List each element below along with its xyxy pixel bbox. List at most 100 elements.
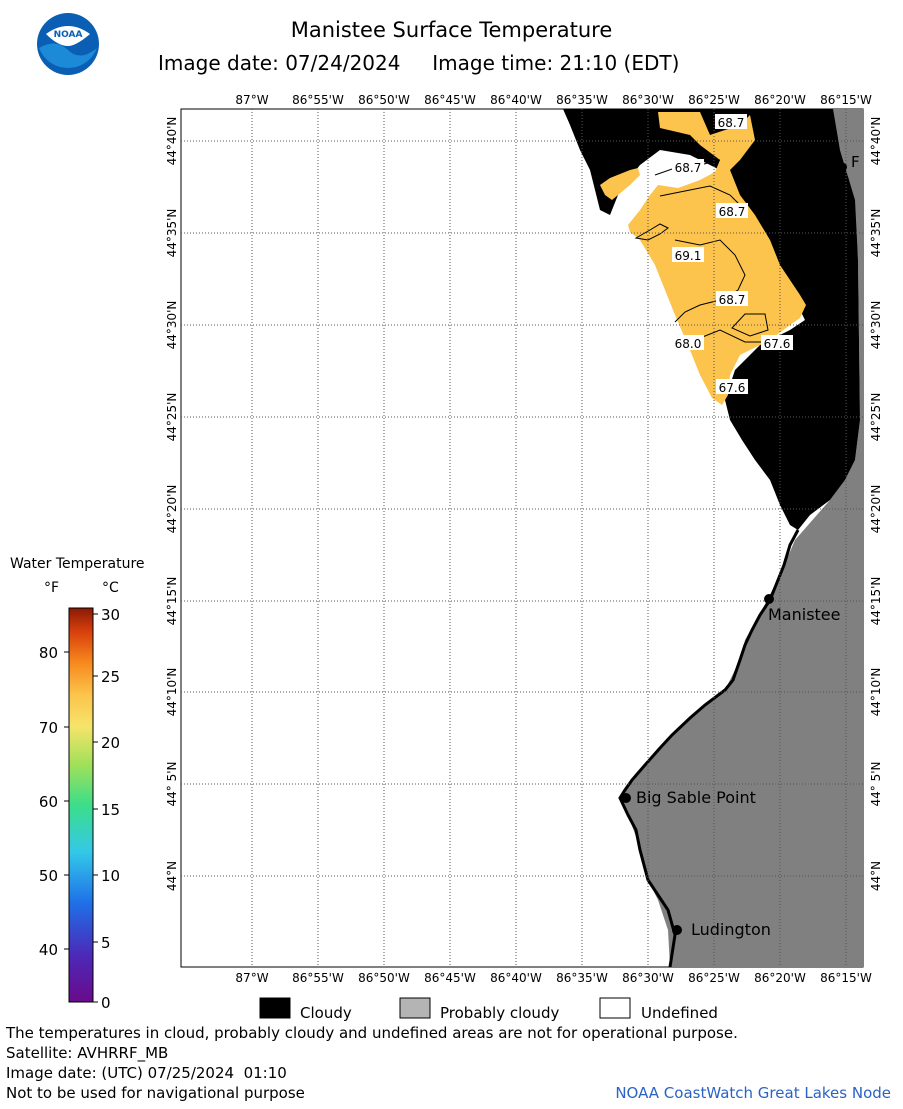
logo-text: NOAA bbox=[54, 30, 83, 40]
lon-labels-top: 87°W 86°55'W 86°50'W 86°45'W 86°40'W 86°35'W 8… bbox=[235, 93, 872, 107]
lon-labels-bottom: 87°W 86°55'W 86°50'W 86°45'W 86°40'W 86°35'W 8… bbox=[235, 971, 872, 985]
fahrenheit-ticks: 80 70 60 50 40 bbox=[39, 644, 69, 959]
legend-cloudy-label: Cloudy bbox=[300, 1004, 352, 1022]
contour-value: 68.7 bbox=[718, 116, 745, 130]
lat-label-right: 44°20'N bbox=[869, 485, 883, 534]
lon-label-top: 87°W bbox=[235, 93, 268, 107]
lon-label-top: 86°15'W bbox=[820, 93, 872, 107]
lon-label-bottom: 86°45'W bbox=[424, 971, 476, 985]
sst-small-patch bbox=[600, 168, 640, 200]
lat-label-right: 44°35'N bbox=[869, 209, 883, 258]
lon-label-top: 86°20'W bbox=[754, 93, 806, 107]
lon-label-bottom: 86°55'W bbox=[292, 971, 344, 985]
celsius-tick: 0 bbox=[101, 994, 111, 1012]
contour-value: 68.7 bbox=[675, 161, 702, 175]
colorbar-gradient bbox=[68, 607, 94, 1003]
shoreline bbox=[618, 529, 800, 968]
celsius-tick: 10 bbox=[101, 867, 120, 885]
map-title: Manistee Surface Temperature bbox=[290, 18, 613, 42]
contours bbox=[634, 159, 770, 343]
lon-label-bottom: 86°25'W bbox=[688, 971, 740, 985]
contour-label: 67.6 bbox=[761, 335, 793, 351]
unit-fahrenheit: °F bbox=[44, 580, 60, 596]
lat-label-left: 44°10'N bbox=[165, 668, 179, 717]
credit: NOAA CoastWatch Great Lakes Node bbox=[615, 1084, 891, 1102]
fahrenheit-tick: 70 bbox=[39, 719, 58, 737]
unit-celsius: °C bbox=[102, 580, 119, 596]
lat-label-right: 44° 5'N bbox=[869, 762, 883, 807]
fahrenheit-tick: 50 bbox=[39, 867, 58, 885]
lon-label-bottom: 86°40'W bbox=[490, 971, 542, 985]
lat-label-right: 44°25'N bbox=[869, 393, 883, 442]
lon-label-bottom: 87°W bbox=[235, 971, 268, 985]
contour-value: 68.7 bbox=[719, 293, 746, 307]
contour-label: 67.6 bbox=[716, 379, 748, 395]
celsius-tick: 5 bbox=[101, 934, 111, 952]
contour-label: 68.0 bbox=[672, 335, 704, 351]
celsius-tick: 20 bbox=[101, 734, 120, 752]
places: Manistee Big Sable Point Ludington F bbox=[621, 153, 860, 939]
legend-probably-cloudy-swatch bbox=[399, 997, 431, 1019]
lon-label-bottom: 86°20'W bbox=[754, 971, 806, 985]
contour-value: 68.0 bbox=[675, 337, 702, 351]
lat-label-right: 44°10'N bbox=[869, 668, 883, 717]
frankfort-label: F bbox=[851, 153, 860, 171]
colorbar-title: Water Temperature bbox=[10, 556, 145, 572]
lat-label-left: 44°35'N bbox=[165, 209, 179, 258]
manistee-marker bbox=[764, 594, 774, 604]
lat-label-right: 44°N bbox=[869, 861, 883, 891]
lat-label-left: 44°N bbox=[165, 861, 179, 891]
contour-label: 69.1 bbox=[672, 247, 704, 263]
contour-value: 69.1 bbox=[675, 249, 702, 263]
noaa-logo: NOAA bbox=[37, 13, 99, 75]
fahrenheit-tick: 80 bbox=[39, 644, 58, 662]
lon-label-top: 86°35'W bbox=[556, 93, 608, 107]
big-sable-point-label: Big Sable Point bbox=[636, 788, 756, 807]
big-sable-point-marker bbox=[621, 793, 631, 803]
lat-label-right: 44°30'N bbox=[869, 301, 883, 350]
legend-cloudy-swatch bbox=[259, 997, 291, 1019]
cloudy-area bbox=[563, 109, 860, 530]
contour-label: 68.7 bbox=[716, 291, 748, 307]
lat-label-left: 44°15'N bbox=[165, 577, 179, 626]
lon-label-top: 86°50'W bbox=[358, 93, 410, 107]
navigation-warning: Not to be used for navigational purpose bbox=[6, 1084, 305, 1102]
lat-label-right: 44°15'N bbox=[869, 577, 883, 626]
ludington-marker bbox=[672, 925, 682, 935]
lat-label-left: 44°40'N bbox=[165, 117, 179, 166]
lon-label-bottom: 86°50'W bbox=[358, 971, 410, 985]
legend: Cloudy Probably cloudy Undefined bbox=[259, 997, 718, 1022]
lat-label-left: 44° 5'N bbox=[165, 762, 179, 807]
lon-label-top: 86°40'W bbox=[490, 93, 542, 107]
satellite: Satellite: AVHRRF_MB bbox=[6, 1044, 169, 1062]
contour-label: 68.7 bbox=[716, 203, 748, 219]
contour-label: 68.7 bbox=[715, 114, 747, 130]
fahrenheit-tick: 60 bbox=[39, 793, 58, 811]
lon-label-top: 86°45'W bbox=[424, 93, 476, 107]
lon-label-top: 86°25'W bbox=[688, 93, 740, 107]
manistee-label: Manistee bbox=[768, 605, 841, 624]
lat-label-right: 44°40'N bbox=[869, 117, 883, 166]
lat-labels-left: 44°40'N 44°35'N 44°30'N 44°25'N 44°20'N 44°15… bbox=[165, 117, 179, 892]
ludington-label: Ludington bbox=[691, 920, 771, 939]
celsius-tick: 30 bbox=[101, 606, 120, 624]
lat-label-left: 44°30'N bbox=[165, 301, 179, 350]
contour-value: 67.6 bbox=[719, 381, 746, 395]
celsius-tick: 15 bbox=[101, 801, 120, 819]
lat-labels-right: 44°40'N 44°35'N 44°30'N 44°25'N 44°20'N 44°15… bbox=[869, 117, 883, 892]
image-date-time: Image date: 07/24/2024 Image time: 21:10… bbox=[158, 51, 679, 75]
contour-labels: 68.7 68.7 68.7 69.1 68.7 68.0 67.6 67.6 bbox=[672, 114, 793, 395]
contour-value: 68.7 bbox=[719, 205, 746, 219]
contour-value: 67.6 bbox=[764, 337, 791, 351]
image-time: Image time: 21:10 (EDT) bbox=[432, 51, 680, 75]
legend-undefined-swatch bbox=[599, 997, 631, 1019]
image-date: Image date: 07/24/2024 bbox=[158, 51, 401, 75]
lon-label-bottom: 86°15'W bbox=[820, 971, 872, 985]
lon-label-bottom: 86°30'W bbox=[622, 971, 674, 985]
disclaimer: The temperatures in cloud, probably clou… bbox=[6, 1024, 738, 1042]
lon-label-top: 86°55'W bbox=[292, 93, 344, 107]
lon-label-top: 86°30'W bbox=[622, 93, 674, 107]
lat-label-left: 44°20'N bbox=[165, 485, 179, 534]
